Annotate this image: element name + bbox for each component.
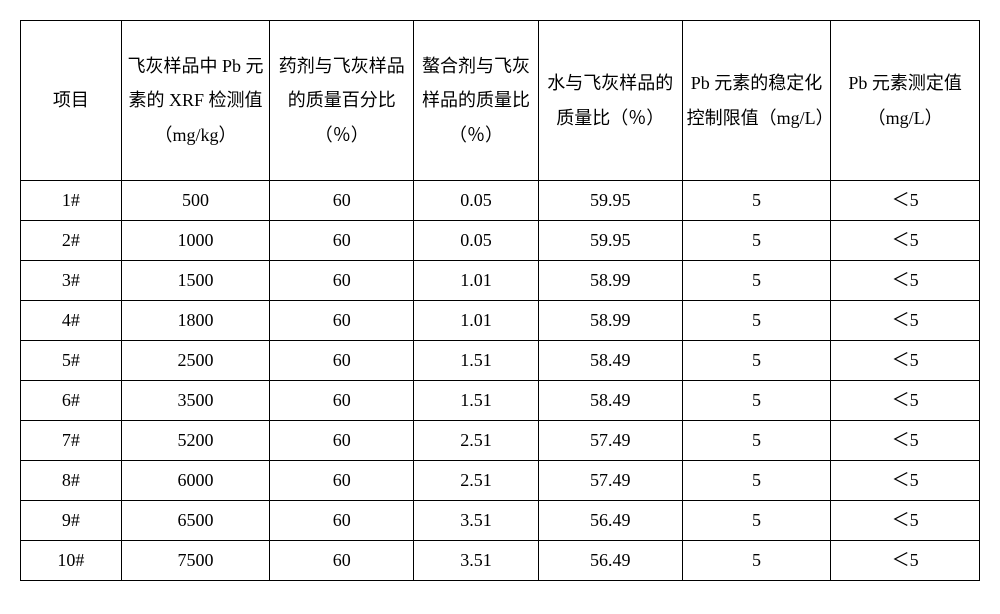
cell: ＜5 <box>831 181 980 221</box>
cell: 1.01 <box>414 261 539 301</box>
col-header-3: 螯合剂与飞灰样品的质量比（％） <box>414 21 539 181</box>
col-header-2: 药剂与飞灰样品的质量百分比（％） <box>270 21 414 181</box>
cell: 58.49 <box>538 381 682 421</box>
cell: ＜5 <box>831 421 980 461</box>
cell: ＜5 <box>831 381 980 421</box>
table-row: 6# 3500 60 1.51 58.49 5 ＜5 <box>21 381 980 421</box>
cell: 5 <box>682 221 831 261</box>
cell: 2# <box>21 221 122 261</box>
table-row: 1# 500 60 0.05 59.95 5 ＜5 <box>21 181 980 221</box>
cell: ＜5 <box>831 541 980 581</box>
cell: ＜5 <box>831 461 980 501</box>
header-row: 项目 飞灰样品中 Pb 元素的 XRF 检测值（mg/kg） 药剂与飞灰样品的质… <box>21 21 980 181</box>
cell: 1.51 <box>414 381 539 421</box>
cell: 5 <box>682 261 831 301</box>
table-row: 8# 6000 60 2.51 57.49 5 ＜5 <box>21 461 980 501</box>
cell: 1# <box>21 181 122 221</box>
cell: 10# <box>21 541 122 581</box>
cell: 60 <box>270 541 414 581</box>
cell: 1.01 <box>414 301 539 341</box>
table-row: 5# 2500 60 1.51 58.49 5 ＜5 <box>21 341 980 381</box>
cell: 5 <box>682 421 831 461</box>
cell: 60 <box>270 461 414 501</box>
cell: 9# <box>21 501 122 541</box>
table-header: 项目 飞灰样品中 Pb 元素的 XRF 检测值（mg/kg） 药剂与飞灰样品的质… <box>21 21 980 181</box>
cell: 3500 <box>121 381 270 421</box>
cell: 1800 <box>121 301 270 341</box>
cell: 59.95 <box>538 221 682 261</box>
cell: 500 <box>121 181 270 221</box>
cell: 58.49 <box>538 341 682 381</box>
cell: 56.49 <box>538 541 682 581</box>
cell: 0.05 <box>414 221 539 261</box>
cell: 60 <box>270 181 414 221</box>
col-header-0: 项目 <box>21 21 122 181</box>
cell: 58.99 <box>538 261 682 301</box>
cell: 60 <box>270 381 414 421</box>
col-header-5: Pb 元素的稳定化控制限值（mg/L） <box>682 21 831 181</box>
cell: ＜5 <box>831 301 980 341</box>
cell: 1500 <box>121 261 270 301</box>
cell: 5 <box>682 341 831 381</box>
cell: 6# <box>21 381 122 421</box>
table-row: 2# 1000 60 0.05 59.95 5 ＜5 <box>21 221 980 261</box>
cell: 2.51 <box>414 461 539 501</box>
cell: 3.51 <box>414 541 539 581</box>
table-row: 7# 5200 60 2.51 57.49 5 ＜5 <box>21 421 980 461</box>
cell: 57.49 <box>538 461 682 501</box>
cell: 5 <box>682 301 831 341</box>
cell: 58.99 <box>538 301 682 341</box>
data-table: 项目 飞灰样品中 Pb 元素的 XRF 检测值（mg/kg） 药剂与飞灰样品的质… <box>20 20 980 581</box>
col-header-6: Pb 元素测定值（mg/L） <box>831 21 980 181</box>
cell: 7500 <box>121 541 270 581</box>
cell: 5 <box>682 501 831 541</box>
cell: 5# <box>21 341 122 381</box>
cell: 6500 <box>121 501 270 541</box>
cell: 8# <box>21 461 122 501</box>
cell: ＜5 <box>831 221 980 261</box>
cell: 3.51 <box>414 501 539 541</box>
col-header-4: 水与飞灰样品的质量比（％） <box>538 21 682 181</box>
cell: 60 <box>270 341 414 381</box>
cell: 57.49 <box>538 421 682 461</box>
cell: 60 <box>270 421 414 461</box>
table-row: 3# 1500 60 1.01 58.99 5 ＜5 <box>21 261 980 301</box>
table-row: 10# 7500 60 3.51 56.49 5 ＜5 <box>21 541 980 581</box>
cell: 5200 <box>121 421 270 461</box>
cell: 60 <box>270 301 414 341</box>
cell: 56.49 <box>538 501 682 541</box>
cell: ＜5 <box>831 501 980 541</box>
cell: 60 <box>270 261 414 301</box>
cell: ＜5 <box>831 261 980 301</box>
cell: 1000 <box>121 221 270 261</box>
cell: ＜5 <box>831 341 980 381</box>
cell: 7# <box>21 421 122 461</box>
cell: 2500 <box>121 341 270 381</box>
cell: 5 <box>682 381 831 421</box>
table-body: 1# 500 60 0.05 59.95 5 ＜5 2# 1000 60 0.0… <box>21 181 980 581</box>
cell: 2.51 <box>414 421 539 461</box>
cell: 5 <box>682 461 831 501</box>
cell: 59.95 <box>538 181 682 221</box>
col-header-1: 飞灰样品中 Pb 元素的 XRF 检测值（mg/kg） <box>121 21 270 181</box>
cell: 60 <box>270 221 414 261</box>
table-row: 4# 1800 60 1.01 58.99 5 ＜5 <box>21 301 980 341</box>
cell: 5 <box>682 541 831 581</box>
table-row: 9# 6500 60 3.51 56.49 5 ＜5 <box>21 501 980 541</box>
cell: 4# <box>21 301 122 341</box>
data-table-wrapper: 项目 飞灰样品中 Pb 元素的 XRF 检测值（mg/kg） 药剂与飞灰样品的质… <box>20 20 980 581</box>
cell: 6000 <box>121 461 270 501</box>
cell: 5 <box>682 181 831 221</box>
cell: 0.05 <box>414 181 539 221</box>
cell: 3# <box>21 261 122 301</box>
cell: 1.51 <box>414 341 539 381</box>
cell: 60 <box>270 501 414 541</box>
